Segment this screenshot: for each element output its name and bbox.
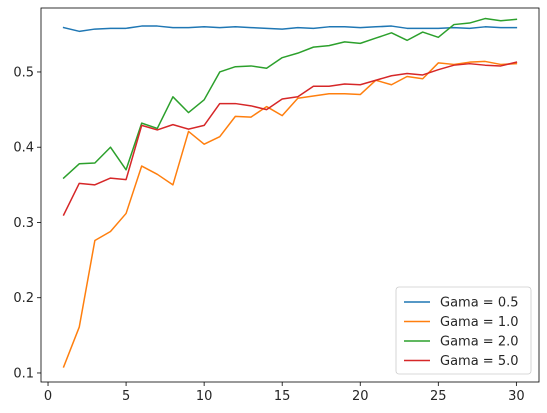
y-axis: 0.1 0.2 0.3 0.4 0.5 (13, 65, 41, 381)
series-line-4 (62, 61, 518, 216)
plot-area (62, 17, 518, 368)
axes-frame (40, 7, 540, 383)
y-tick-label: 0.5 (13, 65, 34, 80)
y-tick-label: 0.2 (13, 291, 34, 306)
x-tick-label: 15 (274, 389, 291, 404)
y-tick-label: 0.3 (13, 216, 34, 231)
legend-label-4: Gama = 5.0 (440, 354, 519, 369)
x-tick-label: 5 (122, 389, 130, 404)
legend-label-2: Gama = 1.0 (440, 315, 519, 330)
legend-label-1: Gama = 0.5 (440, 296, 519, 311)
x-tick-label: 10 (196, 389, 213, 404)
x-tick-label: 30 (508, 389, 525, 404)
y-tick-label: 0.4 (13, 141, 34, 156)
legend: Gama = 0.5 Gama = 1.0 Gama = 2.0 Gama = 5.0 (395, 286, 532, 375)
series-line-3 (62, 17, 518, 180)
x-tick-label: 0 (44, 389, 52, 404)
x-axis: 0 5 10 15 20 25 30 (44, 382, 525, 404)
x-tick-label: 25 (430, 389, 447, 404)
series-line-1 (62, 25, 518, 33)
series-line-2 (62, 60, 518, 368)
y-tick-label: 0.1 (13, 366, 34, 381)
legend-box (395, 286, 532, 375)
x-tick-label: 20 (352, 389, 369, 404)
axes-border (40, 7, 540, 383)
legend-label-3: Gama = 2.0 (440, 335, 519, 350)
